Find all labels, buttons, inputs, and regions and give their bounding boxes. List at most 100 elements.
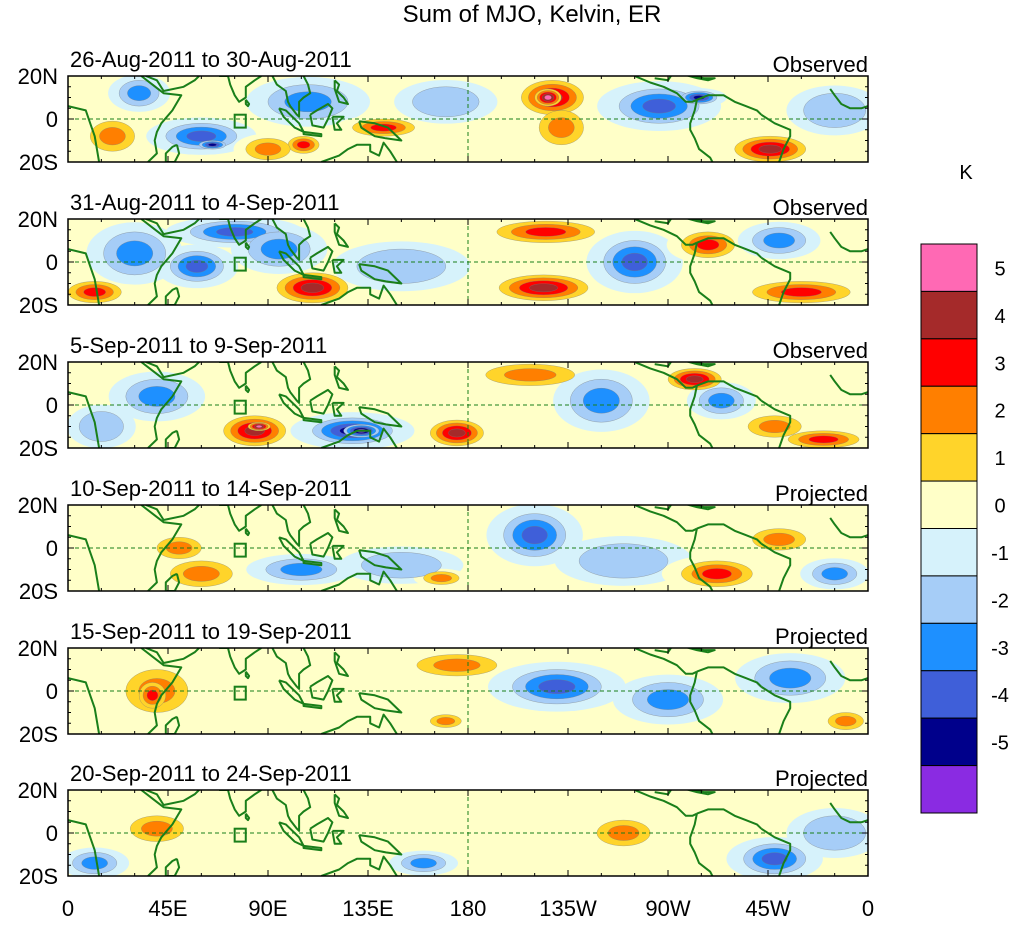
colorbar-units-label: K [959, 162, 973, 184]
coastline [685, 790, 716, 796]
panel-5: 20N 0 20S 15-Sep-2011 to 19-Sep-2011 Project… [18, 619, 869, 747]
coastline [689, 385, 714, 448]
coastline [68, 105, 101, 162]
anomaly-contour [300, 282, 325, 293]
y-tick-label: 20N [18, 64, 58, 89]
coastline [358, 263, 403, 285]
coastline [634, 505, 698, 532]
anomaly-contour [99, 127, 126, 146]
anomaly-contour [78, 411, 124, 442]
panel-period-label: 10-Sep-2011 to 14-Sep-2011 [70, 476, 352, 501]
index-region-box [233, 113, 247, 129]
panel-6: 20N 0 20S 20-Sep-2011 to 24-Sep-2011 Project… [18, 761, 869, 889]
panel-status-label: Observed [773, 338, 868, 363]
coastline [634, 76, 698, 103]
anomaly-contour [642, 98, 676, 114]
colorbar-swatch [920, 670, 978, 719]
coastline [140, 76, 183, 162]
panel-4: 20N 0 20S 10-Sep-2011 to 14-Sep-2011 Project… [18, 476, 869, 604]
anomaly-contour [207, 143, 217, 147]
panel-field [68, 219, 868, 305]
coastline [219, 76, 262, 103]
colorbar-swatch [920, 243, 978, 292]
anomaly-contour [146, 689, 159, 701]
y-tick-label: 20N [18, 207, 58, 232]
coastline [244, 384, 251, 394]
coastline [689, 242, 714, 305]
coastline [271, 790, 312, 832]
coastline [309, 817, 334, 843]
coastline [244, 528, 251, 537]
coastline [760, 542, 792, 591]
anomaly-contour [83, 287, 106, 297]
coastline [145, 648, 200, 664]
anomaly-contour [780, 287, 822, 297]
panel-3: 20N 0 20S 5-Sep-2011 to 9-Sep-2011 Observed [18, 333, 869, 461]
colorbar-label: 3 [994, 353, 1005, 375]
anomaly-contour [182, 566, 220, 582]
coastline [140, 219, 183, 305]
coastline [271, 505, 312, 547]
coastline [760, 399, 792, 448]
y-tick-label: 0 [46, 536, 58, 561]
panel-status-label: Observed [773, 52, 868, 77]
y-tick-label: 20N [18, 350, 58, 375]
coastline [333, 793, 349, 819]
coastline [685, 648, 716, 654]
anomaly-contour [361, 552, 442, 579]
coastline [140, 648, 183, 734]
panel-period-label: 15-Sep-2011 to 19-Sep-2011 [70, 619, 352, 644]
anomaly-contour [708, 392, 735, 409]
coastline [68, 819, 101, 876]
panel-2: 20N 0 20S 31-Aug-2011 to 4-Sep-2011 Observed [18, 190, 869, 318]
coastline [634, 362, 698, 389]
colorbar-swatch [920, 290, 978, 340]
anomaly-contour [803, 92, 867, 128]
coastline [302, 416, 323, 424]
coastline [145, 790, 200, 806]
coastline [696, 94, 762, 116]
panel-field [68, 648, 868, 734]
coastline [634, 790, 698, 817]
anomaly-contour [761, 852, 788, 866]
x-tick-label: 90E [248, 896, 287, 921]
panel-field [68, 505, 868, 591]
anomaly-contour [433, 658, 481, 672]
colorbar-swatch [920, 575, 978, 624]
index-region-box [233, 685, 247, 701]
coastline [309, 103, 334, 129]
coastline [331, 544, 345, 560]
anomaly-contour [769, 667, 812, 689]
y-tick-label: 20N [18, 493, 58, 518]
coastline [829, 660, 868, 682]
coastline [331, 258, 345, 274]
anomaly-contour [430, 574, 452, 583]
coastline [760, 827, 792, 876]
y-tick-label: 0 [46, 821, 58, 846]
anomaly-contour [521, 525, 548, 545]
coastline [164, 715, 181, 734]
colorbar-swatch [920, 385, 978, 435]
coastline [685, 505, 716, 511]
coastline [164, 286, 181, 305]
coastline [68, 248, 101, 305]
coastline [271, 76, 312, 118]
y-tick-label: 20N [18, 778, 58, 803]
coastline [164, 857, 181, 876]
coastline [302, 844, 323, 852]
anomaly-contour [835, 715, 857, 727]
panel-field [68, 76, 868, 162]
anomaly-contour [116, 240, 154, 267]
x-axis: 0 45E 90E 135E 180 135W 90W 45W 0 [62, 896, 874, 921]
coastline [760, 113, 792, 162]
anomaly-contour [436, 717, 456, 726]
index-region-box [233, 256, 247, 272]
coastline [760, 685, 792, 734]
anomaly-contour [763, 232, 795, 249]
colorbar-label: -4 [991, 685, 1009, 707]
anomaly-contour [548, 117, 575, 138]
coastline [164, 429, 181, 448]
coastline [302, 130, 323, 138]
anomaly-contour [81, 856, 108, 870]
coastline [829, 88, 868, 110]
